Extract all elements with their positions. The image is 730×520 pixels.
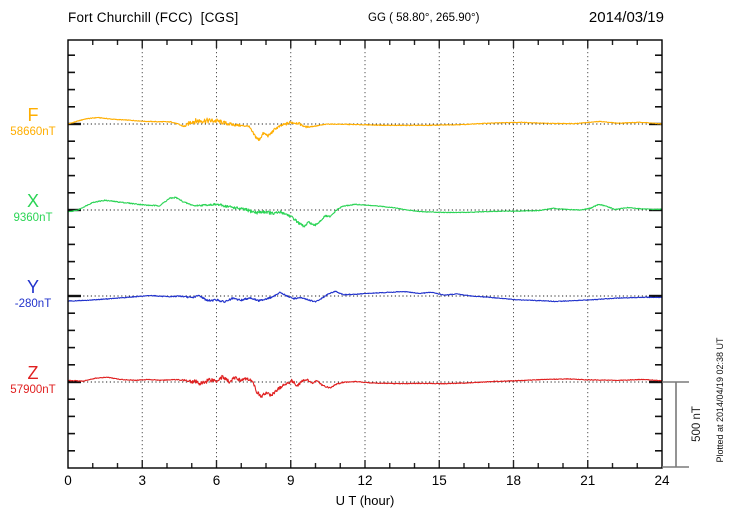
- x-tick-label: 3: [138, 473, 146, 488]
- x-tick-label: 21: [580, 473, 596, 488]
- date-label: 2014/03/19: [588, 9, 664, 26]
- x-tick-label: 0: [64, 473, 72, 488]
- x-tick-label: 6: [212, 473, 221, 488]
- x-tick-label: 18: [505, 473, 522, 488]
- series-label-group-Y: Y -280nT: [0, 277, 66, 311]
- plotted-at-note: Plotted at 2014/04/19 02:38 UT: [715, 337, 725, 463]
- x-tick-label: 9: [286, 473, 295, 488]
- scale-bar-label: 500 nT: [691, 406, 703, 442]
- series-baseline-value-Z: 57900nT: [10, 384, 56, 396]
- trace-F: [67, 116, 663, 142]
- geographic-coordinates: GG ( 58.80°, 265.90°): [368, 12, 480, 24]
- series-label-group-X: X 9360nT: [0, 191, 66, 225]
- series-baseline-value-F: 58660nT: [10, 126, 56, 138]
- trace-Z: [67, 374, 663, 398]
- plot-frame: [67, 39, 663, 469]
- series-letter-F: F: [27, 105, 39, 125]
- x-axis-label: U T (hour): [335, 493, 395, 508]
- series-baseline-value-X: 9360nT: [13, 212, 53, 224]
- trace-Y: [67, 290, 663, 304]
- series-letter-Z: Z: [27, 363, 39, 383]
- series-label-group-F: F 58660nT: [0, 105, 66, 139]
- x-tick-label: 24: [654, 473, 670, 488]
- x-tick-label: 15: [431, 473, 447, 488]
- x-tick-label: 12: [357, 473, 373, 488]
- station-title: Fort Churchill (FCC) [CGS]: [68, 10, 239, 25]
- series-baseline-value-Y: -280nT: [14, 298, 52, 310]
- series-letter-Y: Y: [26, 277, 39, 297]
- series-label-group-Z: Z 57900nT: [0, 363, 66, 397]
- trace-X: [67, 196, 663, 228]
- series-letter-X: X: [26, 191, 39, 211]
